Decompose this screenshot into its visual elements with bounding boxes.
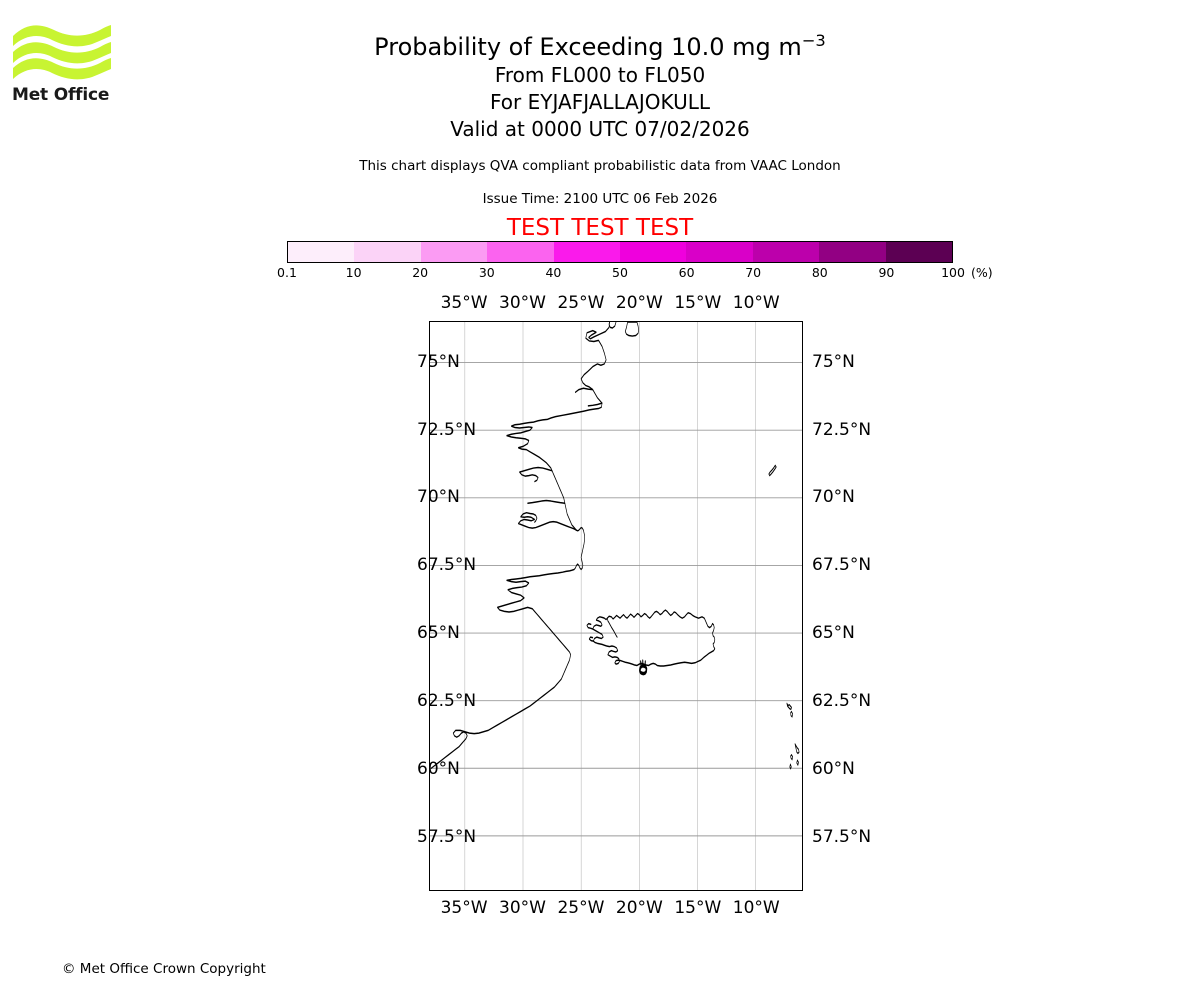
issue-time: Issue Time: 2100 UTC 06 Feb 2026: [482, 191, 718, 207]
page-title: Probability of Exceeding 10.0 mg m−3: [0, 26, 1200, 62]
lon-label-bottom-15°W: 15°W: [674, 898, 722, 918]
lat-label-right-65°N: 65°N: [812, 623, 855, 644]
map-coastlines-and-grid: [430, 322, 802, 890]
test-banner: TEST TEST TEST: [506, 215, 694, 241]
page-title-text: Probability of Exceeding 10.0 mg m: [374, 33, 802, 61]
colorbar-tick-80: 80: [811, 265, 828, 280]
lon-label-top-35°W: 35°W: [440, 293, 488, 313]
page-title-exponent: −3: [801, 31, 826, 50]
met-office-wave-mark: [13, 25, 111, 80]
colorbar-tick-0.1: 0.1: [277, 265, 297, 280]
lon-label-top-25°W: 25°W: [557, 293, 605, 313]
lon-label-bottom-30°W: 30°W: [499, 898, 546, 918]
lat-label-right-62.5°N: 62.5°N: [812, 691, 872, 711]
colorbar-band-0: [288, 242, 355, 262]
qva-note: This chart displays QVA compliant probab…: [359, 158, 841, 174]
colorbar-tick-70: 70: [745, 265, 762, 280]
colorbar-tick-100: 100: [941, 265, 965, 280]
colorbar-band-2: [420, 242, 488, 262]
colorbar-unit-label: (%): [971, 265, 993, 280]
colorbar-tick-labels: 0.1 10 20 30 40 50 60 70 80 90 100: [274, 265, 966, 281]
colorbar-band-8: [819, 242, 886, 262]
copyright-text: © Met Office Crown Copyright: [62, 961, 266, 977]
map-plot-area[interactable]: [429, 321, 803, 891]
lon-label-bottom-35°W: 35°W: [440, 898, 488, 918]
lon-label-bottom-25°W: 25°W: [557, 898, 605, 918]
colorbar-tick-90: 90: [878, 265, 895, 280]
lon-label-top-15°W: 15°W: [674, 293, 722, 313]
lon-label-top-20°W: 20°W: [615, 293, 663, 313]
lon-label-top-30°W: 30°W: [499, 293, 546, 313]
lat-label-right-60°N: 60°N: [812, 758, 855, 779]
map-coastline-paths: [430, 322, 800, 770]
colorbar-band-5: [620, 242, 687, 262]
met-office-logo: Met Office: [12, 22, 132, 114]
flight-level-range: From FL000 to FL050: [494, 63, 706, 87]
lat-label-right-75°N: 75°N: [812, 351, 855, 372]
colorbar-tick-30: 30: [478, 265, 495, 280]
colorbar-band-4: [553, 242, 621, 262]
lat-label-right-67.5°N: 67.5°N: [812, 555, 872, 576]
met-office-logo-text: Met Office: [12, 85, 110, 105]
colorbar-band-1: [354, 242, 421, 262]
lat-label-right-72.5°N: 72.5°N: [812, 419, 872, 440]
colorbar-tick-10: 10: [345, 265, 362, 280]
colorbar-tick-50: 50: [612, 265, 628, 280]
lat-label-right-57.5°N: 57.5°N: [812, 826, 872, 847]
colorbar-tick-20: 20: [412, 265, 429, 280]
colorbar-gradient: [287, 241, 953, 263]
colorbar-band-7: [752, 242, 820, 262]
valid-time-line: Valid at 0000 UTC 07/02/2026: [450, 117, 750, 141]
volcano-name-line: For EYJAFJALLAJOKULL: [490, 90, 710, 114]
colorbar-tick-60: 60: [678, 265, 695, 280]
lat-label-right-70°N: 70°N: [812, 487, 855, 508]
lon-label-bottom-20°W: 20°W: [615, 898, 663, 918]
map-gridlines: [430, 322, 802, 890]
lon-label-top-10°W: 10°W: [732, 293, 780, 313]
colorbar: 0.1 10 20 30 40 50 60 70 80 90 100: [277, 241, 965, 280]
colorbar-band-9: [885, 242, 953, 262]
colorbar-tick-40: 40: [545, 265, 562, 280]
colorbar-band-3: [487, 242, 554, 262]
lon-label-bottom-10°W: 10°W: [732, 898, 780, 918]
colorbar-band-6: [686, 242, 753, 262]
